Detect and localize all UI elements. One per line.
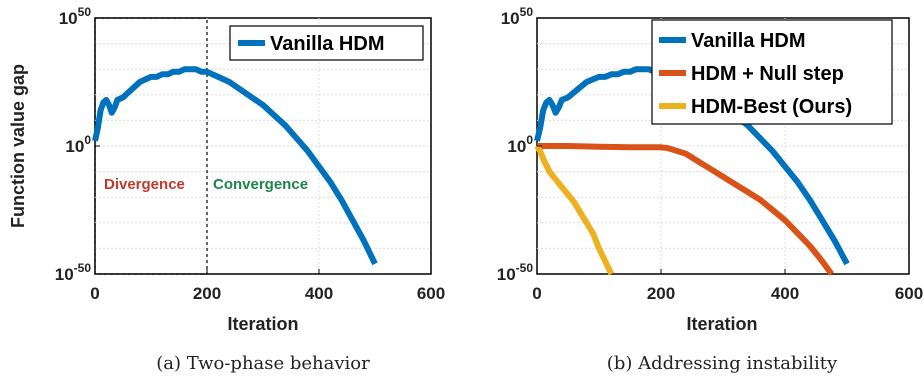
x-tick-label: 600 (895, 284, 923, 303)
x-tick-label: 0 (90, 284, 99, 303)
x-tick-label: 200 (193, 284, 221, 303)
x-tick-label: 600 (417, 284, 445, 303)
panel-a: 0 200 400 600 1050 100 10-50 Divergence Conve… (8, 5, 445, 374)
series-line-vanilla-hdm (92, 66, 378, 266)
x-tick-label: 0 (532, 284, 541, 303)
caption-a: (a) Two-phase behavior (156, 353, 370, 374)
legend-label-vanilla-hdm: Vanilla HDM (691, 30, 805, 52)
x-tick-label: 400 (305, 284, 333, 303)
legend-label-vanilla-hdm: Vanilla HDM (270, 33, 384, 55)
y-tick-labels: 1050 100 10-50 (55, 5, 100, 284)
y-tick-label: 1050 (59, 5, 92, 28)
series-line-vanilla-hdm (534, 66, 850, 266)
x-axis-label: Iteration (227, 314, 298, 334)
y-tick-label: 100 (507, 133, 533, 156)
series-group (92, 66, 378, 266)
annotation-divergence: Divergence (104, 176, 185, 193)
x-tick-label: 200 (647, 284, 675, 303)
y-tick-label: 10-50 (55, 261, 92, 284)
series-line-hdm-null-step (537, 143, 834, 276)
panel-b: 0 200 400 600 1050 100 10-50 Iteration Vanill… (497, 5, 923, 374)
y-axis-label: Function value gap (8, 64, 28, 228)
caption-b: (b) Addressing instability (607, 353, 838, 374)
x-tick-labels: 0 200 400 600 (90, 269, 445, 303)
legend-box (651, 19, 893, 125)
series-line-hdm-best-ours (534, 144, 615, 276)
x-tick-labels: 0 200 400 600 (532, 269, 923, 303)
y-tick-label: 100 (65, 133, 91, 156)
y-tick-labels: 1050 100 10-50 (497, 5, 542, 284)
x-axis-label: Iteration (686, 314, 757, 334)
legend: Vanilla HDM HDM + Null step HDM-Best (Ou… (651, 19, 893, 125)
legend-label-hdm-best: HDM-Best (Ours) (691, 96, 852, 118)
x-tick-label: 400 (771, 284, 799, 303)
legend: Vanilla HDM (229, 25, 424, 61)
y-tick-label: 1050 (501, 5, 534, 28)
annotation-convergence: Convergence (213, 176, 308, 193)
series-group (534, 66, 850, 276)
legend-label-hdm-null-step: HDM + Null step (691, 63, 844, 85)
y-tick-label: 10-50 (497, 261, 534, 284)
